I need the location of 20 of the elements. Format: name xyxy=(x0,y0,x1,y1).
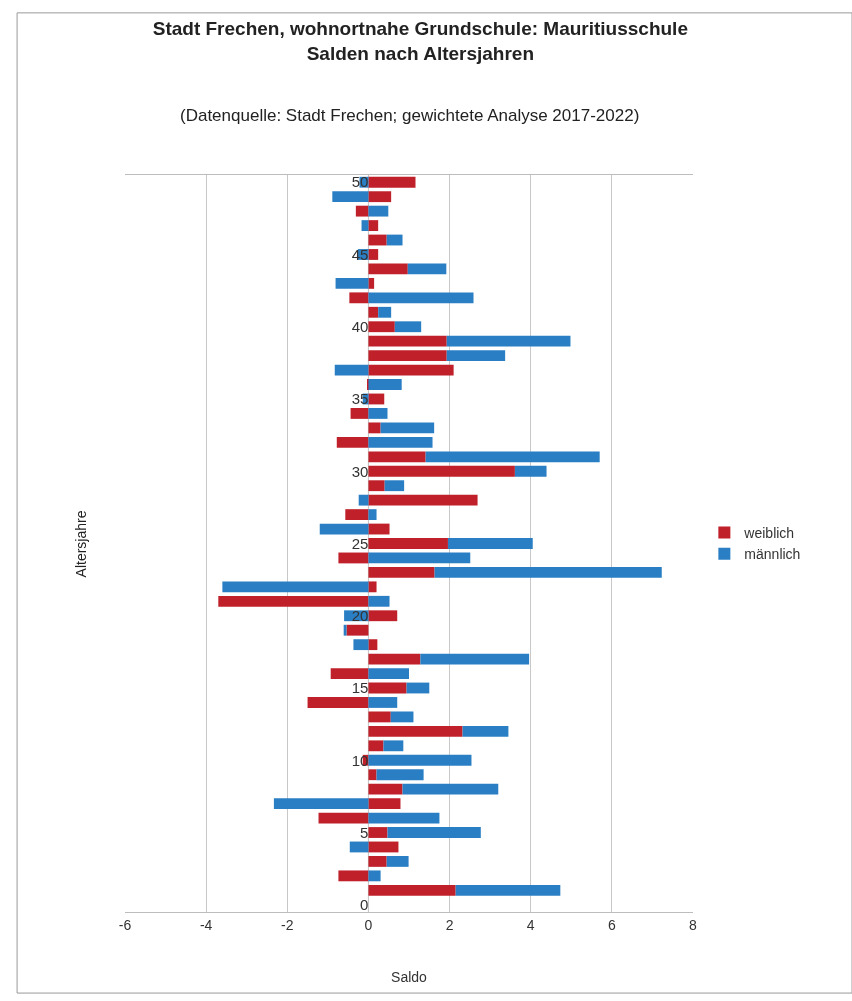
y-tick-label: 5 xyxy=(360,823,369,841)
chart-subtitle: (Datenquelle: Stadt Frechen; gewichtete Analyse 2017-2022) xyxy=(180,106,640,125)
chart-title: Stadt Frechen, wohnortnahe Grundschule: Mauritiusschule Salden nach Altersjahren xyxy=(152,18,688,64)
x-tick-label: -4 xyxy=(199,916,213,933)
y-tick-label: 25 xyxy=(351,534,369,552)
x-tick-label: -2 xyxy=(281,916,294,933)
x-tick-label: 4 xyxy=(526,916,535,933)
y-tick-label: 0 xyxy=(360,896,369,914)
y-tick-label: 20 xyxy=(351,607,369,624)
y-tick-label: 15 xyxy=(351,679,369,697)
x-tick-label: 6 xyxy=(607,916,616,933)
x-tick-label: -6 xyxy=(118,916,132,933)
x-tick-label: 2 xyxy=(445,916,454,933)
legend-label: weiblich xyxy=(743,525,795,542)
y-axis-title: Altersjahre xyxy=(73,510,90,578)
y-tick-label: 40 xyxy=(351,317,369,335)
y-tick-label: 30 xyxy=(351,462,369,480)
legend-label: männlich xyxy=(744,546,801,563)
x-axis-title: Saldo xyxy=(391,969,428,986)
x-tick-label: 8 xyxy=(689,916,698,933)
